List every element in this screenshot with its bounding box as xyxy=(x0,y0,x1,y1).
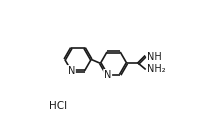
Text: NH₂: NH₂ xyxy=(147,64,166,74)
Text: HCl: HCl xyxy=(49,101,67,111)
Text: N: N xyxy=(104,70,111,80)
Text: N: N xyxy=(68,66,75,76)
Text: NH: NH xyxy=(147,52,162,62)
